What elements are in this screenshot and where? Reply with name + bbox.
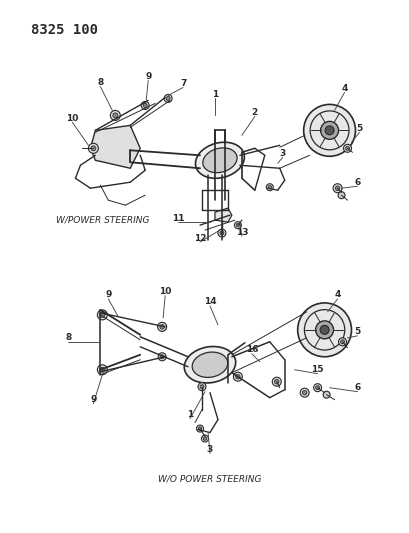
Ellipse shape [202,148,236,173]
Circle shape [340,340,344,344]
Text: 11: 11 [171,214,184,223]
Circle shape [303,104,355,156]
Circle shape [88,143,98,154]
Circle shape [143,103,147,108]
Circle shape [324,126,333,135]
Circle shape [315,321,333,339]
Circle shape [141,101,149,109]
Text: 9: 9 [105,290,111,300]
Circle shape [91,146,96,151]
Circle shape [196,425,203,432]
Ellipse shape [192,352,227,377]
Circle shape [313,384,321,392]
Circle shape [299,388,308,397]
Text: 8325 100: 8325 100 [31,22,97,37]
Text: 5: 5 [353,327,360,336]
Circle shape [302,391,306,395]
Circle shape [218,229,225,237]
Circle shape [235,375,240,379]
Circle shape [97,365,107,375]
Circle shape [265,184,273,191]
Circle shape [112,113,117,118]
Text: 16: 16 [245,345,257,354]
Circle shape [332,184,341,193]
Text: 4: 4 [341,84,347,93]
Circle shape [236,223,239,227]
Polygon shape [90,125,140,168]
Text: 7: 7 [180,79,186,88]
Circle shape [203,437,206,440]
Circle shape [198,427,201,430]
Circle shape [267,185,271,189]
Circle shape [158,323,166,331]
Circle shape [164,94,172,102]
Circle shape [320,122,338,139]
Text: 4: 4 [334,290,340,300]
Text: 5: 5 [355,124,362,133]
Text: W/POWER STEERING: W/POWER STEERING [55,216,148,224]
Text: 10: 10 [66,114,79,123]
Ellipse shape [184,346,235,383]
Circle shape [274,379,278,384]
Circle shape [297,303,351,357]
Text: 9: 9 [145,72,151,81]
Circle shape [100,312,105,317]
Text: 12: 12 [193,233,206,243]
Text: 15: 15 [310,365,323,374]
Circle shape [219,231,223,235]
Circle shape [160,325,164,329]
Text: 8: 8 [65,333,72,342]
Circle shape [166,96,170,100]
Circle shape [343,144,351,152]
Circle shape [97,310,107,320]
Ellipse shape [195,142,244,179]
Text: 13: 13 [235,228,247,237]
Circle shape [315,386,319,390]
Circle shape [100,367,105,372]
Polygon shape [214,208,231,222]
Circle shape [160,325,164,329]
Text: 6: 6 [353,383,360,392]
Circle shape [200,385,204,389]
Text: 8: 8 [97,78,103,87]
Text: 10: 10 [159,287,171,296]
Circle shape [233,372,242,381]
Circle shape [319,325,328,334]
Circle shape [110,110,120,120]
Text: 1: 1 [211,90,218,99]
Circle shape [322,391,329,398]
Circle shape [338,338,346,346]
Text: 2: 2 [251,108,257,117]
Text: 3: 3 [279,149,285,158]
Circle shape [198,383,205,391]
Circle shape [201,435,208,442]
Circle shape [157,322,166,332]
Circle shape [160,355,164,359]
Circle shape [234,222,241,229]
Text: 6: 6 [353,177,360,187]
Text: 9: 9 [90,395,97,404]
Circle shape [158,353,166,361]
Text: 3: 3 [207,445,213,454]
Text: 14: 14 [203,297,216,306]
Circle shape [335,186,339,190]
Text: 1: 1 [187,410,193,419]
Circle shape [337,192,344,199]
Circle shape [345,147,348,150]
Text: W/O POWER STEERING: W/O POWER STEERING [158,475,261,484]
Circle shape [272,377,281,386]
